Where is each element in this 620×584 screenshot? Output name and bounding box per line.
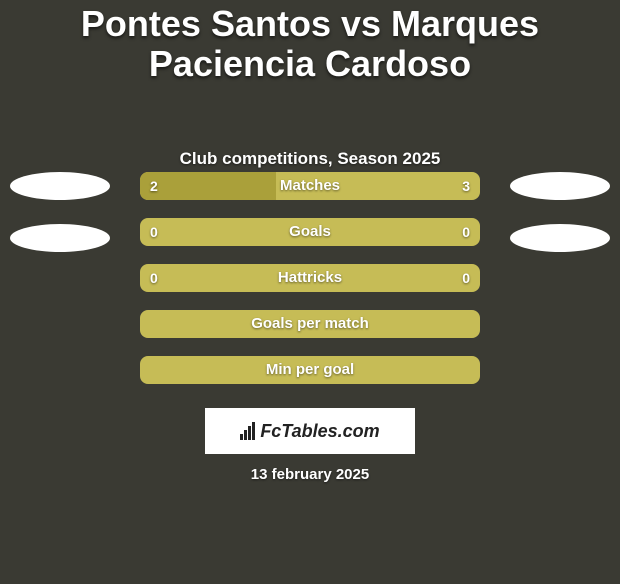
flag-right-icon xyxy=(510,172,610,200)
flag-right-icon xyxy=(510,224,610,252)
logo-bars-icon xyxy=(240,422,256,440)
subtitle: Club competitions, Season 2025 xyxy=(0,149,620,169)
stat-label: Min per goal xyxy=(140,356,480,384)
stat-right-value: 0 xyxy=(462,264,470,292)
stat-left-value: 2 xyxy=(150,172,158,200)
stat-left-value: 0 xyxy=(150,264,158,292)
stat-bar: 0 0Hattricks xyxy=(140,264,480,292)
logo-text: FcTables.com xyxy=(260,421,379,442)
date-text: 13 february 2025 xyxy=(0,466,620,483)
flag-left-icon xyxy=(10,224,110,252)
date-value: 13 february 2025 xyxy=(251,466,369,483)
subtitle-text: Club competitions, Season 2025 xyxy=(180,149,441,168)
stat-bar: 0 0Goals xyxy=(140,218,480,246)
logo-box: FcTables.com xyxy=(205,408,415,454)
stat-right-value: 0 xyxy=(462,218,470,246)
stat-row: 23Matches xyxy=(0,172,620,218)
stat-bar: Goals per match xyxy=(140,310,480,338)
page-title: Pontes Santos vs Marques Paciencia Cardo… xyxy=(0,4,620,83)
stat-right-value: 3 xyxy=(462,172,470,200)
stats-area: 23Matches00Goals00HattricksGoals per mat… xyxy=(0,172,620,402)
stat-left-value: 0 xyxy=(150,218,158,246)
stat-bar: Min per goal xyxy=(140,356,480,384)
stat-bar-left-fill xyxy=(140,172,276,200)
stat-label: Goals xyxy=(140,218,480,246)
stat-row: Min per goal xyxy=(0,356,620,402)
stat-row: Goals per match xyxy=(0,310,620,356)
stat-row: 0 0Goals xyxy=(0,218,620,264)
title-text: Pontes Santos vs Marques Paciencia Cardo… xyxy=(81,3,539,84)
stat-label: Goals per match xyxy=(140,310,480,338)
stat-row: 0 0Hattricks xyxy=(0,264,620,310)
stat-label: Hattricks xyxy=(140,264,480,292)
stat-bar: 23Matches xyxy=(140,172,480,200)
flag-left-icon xyxy=(10,172,110,200)
